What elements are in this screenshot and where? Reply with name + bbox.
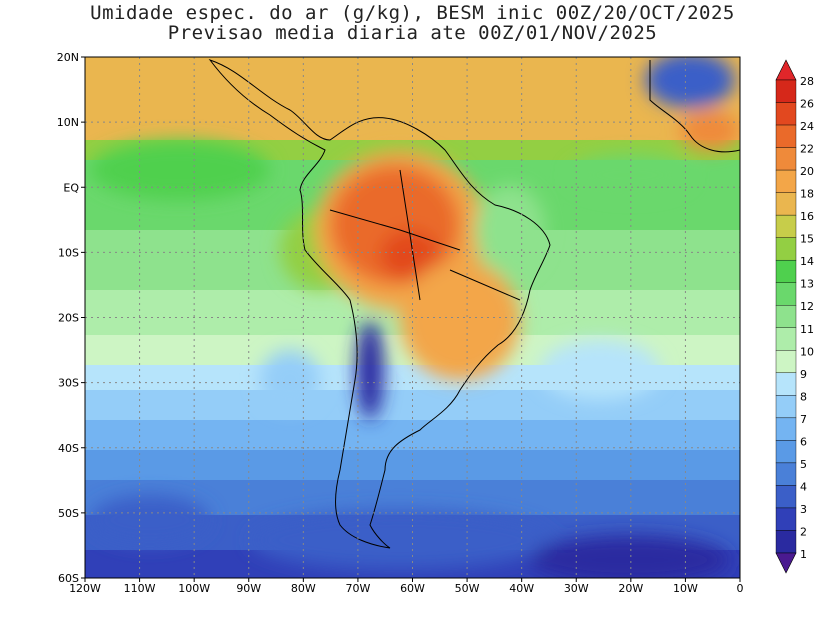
colorbar-level-label: 26	[800, 98, 814, 111]
colorbar-swatch	[775, 147, 797, 171]
colorbar-swatch	[775, 259, 797, 283]
longitude-labels: 120W 110W 100W 90W 80W 70W 60W 50W 40W 30W 20W 10W 0	[69, 578, 744, 595]
colorbar-level-label: 22	[800, 143, 814, 156]
latitude-labels: 20N 10N EQ 10S 20S 30S 40S 50S 60S	[57, 51, 85, 585]
colorbar-swatch	[775, 485, 797, 509]
colorbar-swatch	[775, 214, 797, 238]
coastlines	[208, 59, 740, 549]
colorbar-level-label: 14	[800, 255, 814, 268]
colorbar-level-label: 8	[800, 390, 807, 403]
colorbar-swatch	[775, 372, 797, 396]
lon-tick-label: 70W	[345, 582, 370, 595]
lon-tick-label: 100W	[178, 582, 210, 595]
colorbar-level-label: 15	[800, 233, 814, 246]
lon-tick-label: 60W	[400, 582, 425, 595]
lon-tick-label: 50W	[455, 582, 480, 595]
colorbar-swatch	[775, 530, 797, 554]
colorbar-level-label: 2	[800, 525, 807, 538]
colorbar-level-label: 7	[800, 413, 807, 426]
lat-tick-label: 10S	[58, 246, 79, 259]
colorbar-swatch	[775, 507, 797, 531]
humidity-field	[85, 57, 740, 578]
colorbar-level-label: 13	[800, 278, 814, 291]
lon-tick-label: 90W	[236, 582, 261, 595]
lat-tick-label: 10N	[57, 116, 79, 129]
colorbar-swatch	[775, 192, 797, 216]
colorbar-swatch	[775, 124, 797, 148]
colorbar-swatch	[775, 462, 797, 486]
colorbar-swatch	[775, 169, 797, 193]
colorbar-swatch	[775, 350, 797, 374]
colorbar-swatch	[775, 102, 797, 126]
colorbar-swatch	[775, 237, 797, 261]
lat-tick-label: 60S	[58, 572, 79, 585]
colorbar-swatch	[775, 395, 797, 419]
colorbar-swatch	[775, 417, 797, 441]
colorbar-swatch	[775, 327, 797, 351]
colorbar-level-label: 20	[800, 165, 814, 178]
colorbar-swatch	[775, 79, 797, 103]
lon-tick-label: 10W	[673, 582, 698, 595]
colorbar-level-label: 1	[800, 548, 807, 561]
colorbar-min-triangle	[775, 552, 797, 574]
lat-tick-label: 20S	[58, 312, 79, 325]
lon-tick-label: 20W	[618, 582, 643, 595]
lon-tick-label: 0	[737, 582, 744, 595]
colorbar-level-label: 4	[800, 480, 807, 493]
map-title-line1: Umidade espec. do ar (g/kg), BESM inic 0…	[90, 2, 735, 24]
colorbar-level-label: 24	[800, 120, 814, 133]
colorbar-level-label: 5	[800, 458, 807, 471]
grid-lines	[85, 57, 740, 578]
colorbar-swatch	[775, 282, 797, 306]
lon-tick-label: 80W	[291, 582, 316, 595]
colorbar-level-label: 16	[800, 210, 814, 223]
lat-tick-label: 50S	[58, 507, 79, 520]
colorbar-level-label: 11	[800, 323, 814, 336]
colorbar-level-label: 18	[800, 188, 814, 201]
colorbar-level-label: 9	[800, 368, 807, 381]
lat-tick-label: 20N	[57, 51, 79, 64]
map-title-line2: Previsao media diaria ate 00Z/01/NOV/202…	[167, 22, 658, 44]
lon-tick-label: 120W	[69, 582, 101, 595]
colorbar-level-label: 3	[800, 503, 807, 516]
colorbar-max-triangle	[775, 59, 797, 81]
colorbar-level-label: 12	[800, 300, 814, 313]
colorbar-swatch	[775, 440, 797, 464]
lon-tick-label: 110W	[124, 582, 156, 595]
lon-tick-label: 40W	[509, 582, 534, 595]
lat-tick-label: 30S	[58, 377, 79, 390]
lat-tick-label: 40S	[58, 442, 79, 455]
colorbar-level-label: 10	[800, 345, 814, 358]
colorbar-level-label: 28	[800, 75, 814, 88]
lat-tick-label: EQ	[63, 181, 79, 194]
lon-tick-label: 30W	[564, 582, 589, 595]
colorbar-level-label: 6	[800, 435, 807, 448]
colorbar-swatch	[775, 305, 797, 328]
